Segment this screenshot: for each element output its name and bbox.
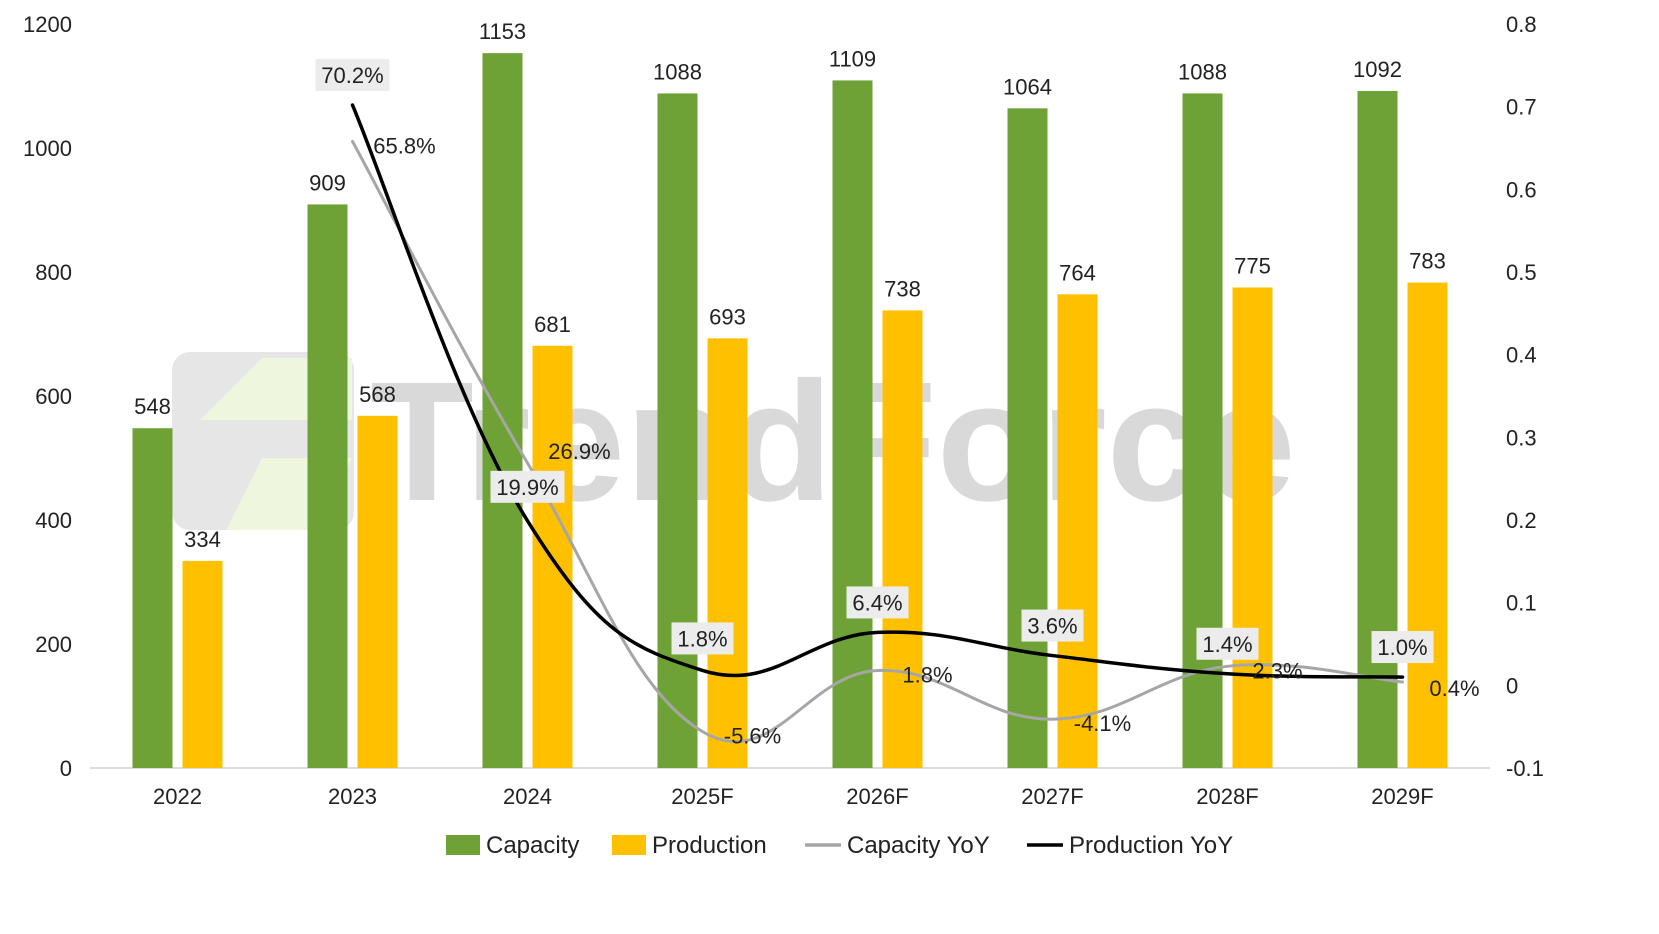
x-tick-label: 2025F [671, 784, 733, 809]
capacity-data-label: 1088 [653, 59, 702, 84]
production-yoy-data-label: 1.0% [1377, 635, 1427, 660]
y-left-tick-label: 400 [35, 508, 72, 533]
capacity-bar [1357, 90, 1398, 768]
production-data-label: 334 [184, 527, 221, 552]
y-right-tick-label: 0.5 [1506, 260, 1537, 285]
production-bar [707, 338, 748, 768]
production-bar [1407, 282, 1448, 768]
production-bar [1057, 294, 1098, 768]
y-right-tick-label: 0.8 [1506, 12, 1537, 37]
production-yoy-label-box [671, 622, 734, 655]
y-right-tick-label: 0.1 [1506, 591, 1537, 616]
y-right-tick-label: 0.2 [1506, 508, 1537, 533]
y-left-tick-label: 1000 [23, 136, 72, 161]
legend: Capacity Production Capacity YoY Production… [446, 832, 1233, 859]
lines [350, 103, 1405, 744]
capacity-yoy-data-label: 1.8% [902, 662, 952, 687]
capacity-yoy-data-label: -5.6% [724, 724, 781, 749]
x-tick-label: 2022 [153, 784, 202, 809]
capacity-data-label: 1064 [1003, 74, 1052, 99]
legend-production-yoy-label: Production YoY [1069, 832, 1233, 859]
production-bar [882, 310, 923, 768]
capacity-yoy-data-label: 2.3% [1252, 658, 1302, 683]
data-labels: 548 334 909 568 1153 681 1088 693 1109 738 1064 764… [134, 19, 1479, 748]
production-yoy-data-label: 1.4% [1202, 632, 1252, 657]
y-left-tick-label: 0 [60, 756, 72, 781]
capacity-bar [307, 204, 348, 769]
legend-capacity-label: Capacity [486, 832, 579, 859]
y-right-tick-label: 0 [1506, 673, 1518, 698]
y-right-tick-label: -0.1 [1506, 756, 1544, 781]
capacity-bar [1007, 108, 1048, 768]
production-yoy-label-box [490, 470, 565, 503]
production-data-label: 568 [359, 382, 396, 407]
production-data-label: 738 [884, 276, 921, 301]
bars [132, 53, 1448, 769]
y-right-tick-label: 0.4 [1506, 343, 1537, 368]
production-yoy-label-box [1371, 631, 1434, 664]
production-yoy-line [350, 103, 1405, 679]
legend-production-swatch [612, 835, 646, 855]
production-data-label: 693 [709, 304, 746, 329]
capacity-data-label: 1153 [479, 19, 526, 44]
x-tick-label: 2028F [1196, 784, 1258, 809]
legend-production-label: Production [652, 832, 767, 859]
capacity-bar [482, 53, 523, 768]
production-yoy-label-box [315, 59, 390, 92]
capacity-yoy-data-label: -4.1% [1074, 711, 1131, 736]
production-yoy-label-box [846, 586, 909, 619]
y-right-tick-label: 0.3 [1506, 425, 1537, 450]
x-tick-label: 2027F [1021, 784, 1083, 809]
x-tick-label: 2029F [1371, 784, 1433, 809]
production-yoy-data-label: 19.9% [496, 475, 558, 500]
y-right-tick-label: 0.7 [1506, 95, 1537, 120]
x-tick-label: 2024 [503, 784, 552, 809]
capacity-data-label: 548 [134, 394, 171, 419]
y-right-tick-label: 0.6 [1506, 177, 1537, 202]
axes: 0 200 400 600 800 1000 1200 -0.1 0 0.1 0.2 0.3 0.4 0.… [23, 12, 1544, 809]
production-yoy-data-label: 3.6% [1027, 614, 1077, 639]
capacity-yoy-data-label: 0.4% [1429, 676, 1479, 701]
production-data-label: 775 [1234, 254, 1271, 279]
production-bar [357, 415, 398, 768]
production-data-label: 783 [1409, 249, 1446, 274]
y-left-tick-label: 200 [35, 632, 72, 657]
production-yoy-data-label: 6.4% [852, 590, 902, 615]
legend-capacity-swatch [446, 835, 480, 855]
production-yoy-data-label: 70.2% [321, 63, 383, 88]
capacity-data-label: 1092 [1353, 57, 1402, 82]
capacity-yoy-data-label: 65.8% [373, 133, 435, 158]
y-left-tick-label: 600 [35, 384, 72, 409]
x-tick-label: 2026F [846, 784, 908, 809]
legend-capacity-yoy-label: Capacity YoY [847, 832, 990, 859]
production-bar [1232, 287, 1273, 768]
y-left-tick-label: 1200 [23, 12, 72, 37]
x-tick-label: 2023 [328, 784, 377, 809]
production-data-label: 764 [1059, 260, 1096, 285]
capacity-data-label: 1109 [829, 46, 876, 71]
production-yoy-label-box [1021, 609, 1084, 642]
production-yoy-data-label: 1.8% [677, 626, 727, 651]
production-bar [182, 560, 223, 768]
capacity-bar [832, 80, 873, 769]
production-data-label: 681 [534, 312, 571, 337]
capacity-data-label: 909 [309, 170, 346, 195]
capacity-bar [132, 428, 173, 768]
capacity-data-label: 1088 [1178, 59, 1227, 84]
capacity-yoy-line [351, 139, 1404, 744]
capacity-yoy-data-label: 26.9% [548, 439, 610, 464]
production-yoy-label-box [1196, 627, 1259, 660]
y-left-tick-label: 800 [35, 260, 72, 285]
